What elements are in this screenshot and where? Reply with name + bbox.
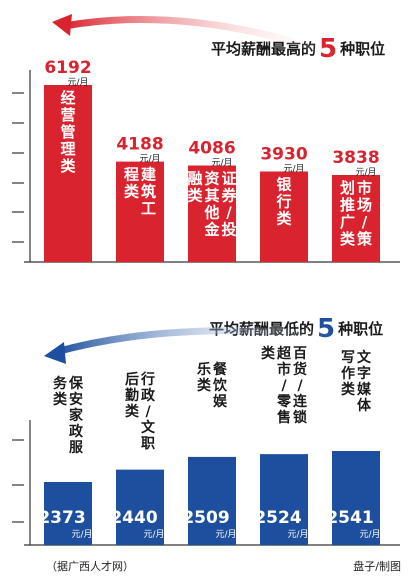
bottom-bar [116,469,164,545]
bottom-category-label: 百货/连锁超市/零售类 [261,345,308,426]
top-bar [116,161,164,262]
bottom-value-label: 2541 [326,508,373,528]
bottom-bar [260,454,308,545]
bottom-bar [332,451,380,545]
top-unit-label: 元/月 [139,154,160,165]
bottom-unit-label: 元/月 [71,529,92,540]
bottom-value-label: 2373 [38,508,85,528]
bottom-value-label: 2524 [254,508,301,528]
top-value-label: 6192 [44,58,91,78]
bottom-chart: 2373元/月保安家政服务类2440元/月行政/文职后勤类2509元/月餐饮娱乐… [12,345,400,546]
bottom-unit-label: 元/月 [359,529,380,540]
top-unit-label: 元/月 [355,167,376,178]
bottom-unit-label: 元/月 [287,529,308,540]
top-category-label: 经营管理类 [60,89,76,175]
top-unit-label: 元/月 [67,77,88,88]
bottom-bar [44,482,92,545]
source-note: （据广西人才网） [46,560,134,573]
top-unit-label: 元/月 [211,158,232,169]
bottom-category-label: 保安家政服务类 [53,375,84,456]
top-bar [332,175,380,262]
top-category-label: 市场/策划推广类 [340,179,373,248]
bottom-arrowhead [44,342,66,364]
top-value-label: 4086 [188,139,235,159]
top-category-label: 银行类 [275,176,292,228]
bottom-category-label: 餐饮娱乐类 [197,361,228,410]
top-title-suffix: 种职位 [340,40,386,58]
bottom-category-label: 文字媒体写作类 [341,349,372,414]
bottom-bar [188,456,236,545]
top-value-label: 3838 [332,148,379,168]
top-value-label: 3930 [260,144,307,164]
top-title-prefix: 平均薪酬最高的 [211,40,317,58]
credit-note: 盘子/制图 [353,560,401,573]
bottom-unit-label: 元/月 [143,529,164,540]
bottom-arrow [52,327,344,356]
top-arrowhead [52,14,72,36]
bottom-value-label: 2440 [110,508,157,528]
bottom-unit-label: 元/月 [215,529,236,540]
bottom-value-label: 2509 [182,508,229,528]
top-chart: 6192元/月经营管理类4188元/月建筑工程类4086元/月证券/投资其他金融… [12,58,400,263]
top-bar [260,171,308,262]
top-arrow [60,15,344,60]
top-value-label: 4188 [116,135,163,155]
bottom-category-label: 行政/文职后勤类 [125,371,156,452]
bottom-title-suffix: 种职位 [338,320,384,338]
top-unit-label: 元/月 [283,163,304,174]
top-bar [188,165,236,262]
top-bar [44,85,92,262]
